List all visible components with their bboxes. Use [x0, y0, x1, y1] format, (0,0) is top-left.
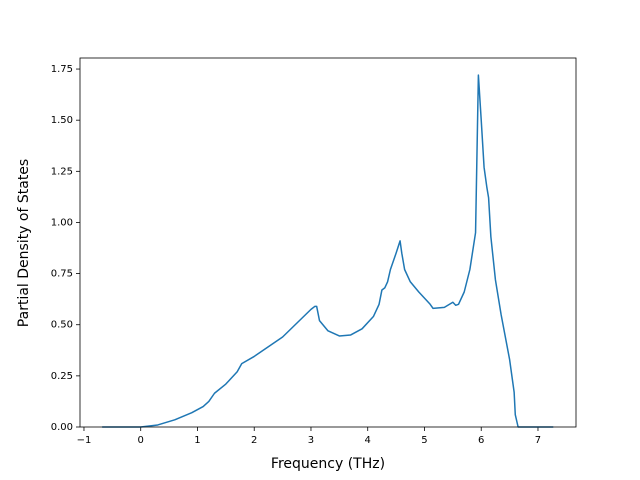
y-tick-label: 0.25 — [51, 371, 73, 382]
x-tick-label: 7 — [535, 435, 541, 446]
x-tick-label: 5 — [421, 435, 427, 446]
y-tick-label: 0.50 — [51, 320, 73, 331]
data-line — [102, 74, 554, 428]
y-axis-label: Partial Density of States — [16, 159, 32, 327]
axes-frame — [79, 57, 577, 428]
x-tick-label: 4 — [365, 435, 371, 446]
x-tick-label: −1 — [77, 435, 92, 446]
x-tick-label: 2 — [251, 435, 257, 446]
x-axis-label: Frequency (THz) — [271, 456, 385, 472]
x-tick-label: 3 — [308, 435, 314, 446]
x-tick-label: 6 — [478, 435, 484, 446]
x-tick-label: 0 — [138, 435, 144, 446]
y-tick-label: 0.00 — [51, 422, 73, 433]
y-tick-label: 0.75 — [51, 269, 73, 280]
y-tick-label: 1.50 — [51, 115, 73, 126]
y-tick-label: 1.75 — [51, 64, 73, 75]
y-tick-label: 1.25 — [51, 166, 73, 177]
x-tick-label: 1 — [194, 435, 200, 446]
y-tick-label: 1.00 — [51, 217, 73, 228]
